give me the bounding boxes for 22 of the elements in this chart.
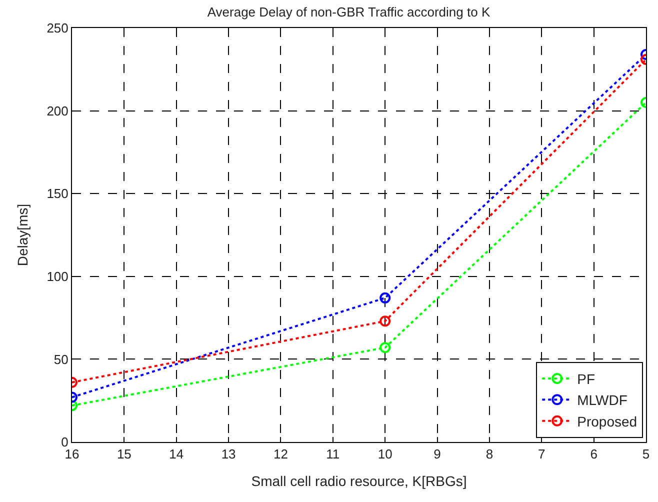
x-axis-title: Small cell radio resource, K[RBGs] — [251, 472, 467, 489]
y-tick-label: 200 — [46, 103, 68, 118]
x-tick-label: 13 — [221, 446, 236, 462]
legend-label: PF — [577, 370, 596, 387]
x-tick-label: 6 — [590, 446, 598, 462]
y-tick-label: 100 — [46, 268, 68, 284]
x-tick-label: 14 — [169, 446, 184, 462]
y-tick-label: 50 — [54, 352, 68, 367]
y-tick-label: 250 — [46, 20, 68, 36]
x-tick-label: 11 — [326, 446, 340, 462]
y-axis-title: Delay[ms] — [14, 204, 30, 266]
y-tick-label: 150 — [46, 186, 68, 202]
x-tick-label: 9 — [434, 446, 441, 462]
x-tick-label: 10 — [378, 446, 392, 462]
x-tick-label: 5 — [642, 446, 650, 462]
x-tick-label: 15 — [116, 446, 132, 462]
x-tick-label: 8 — [486, 446, 494, 462]
legend-label: Proposed — [577, 413, 638, 430]
chart-title: Average Delay of non-GBR Traffic according to K — [207, 4, 490, 20]
legend-label: MLWDF — [577, 392, 628, 408]
x-tick-label: 7 — [538, 446, 546, 462]
x-tick-label: 12 — [273, 446, 288, 462]
